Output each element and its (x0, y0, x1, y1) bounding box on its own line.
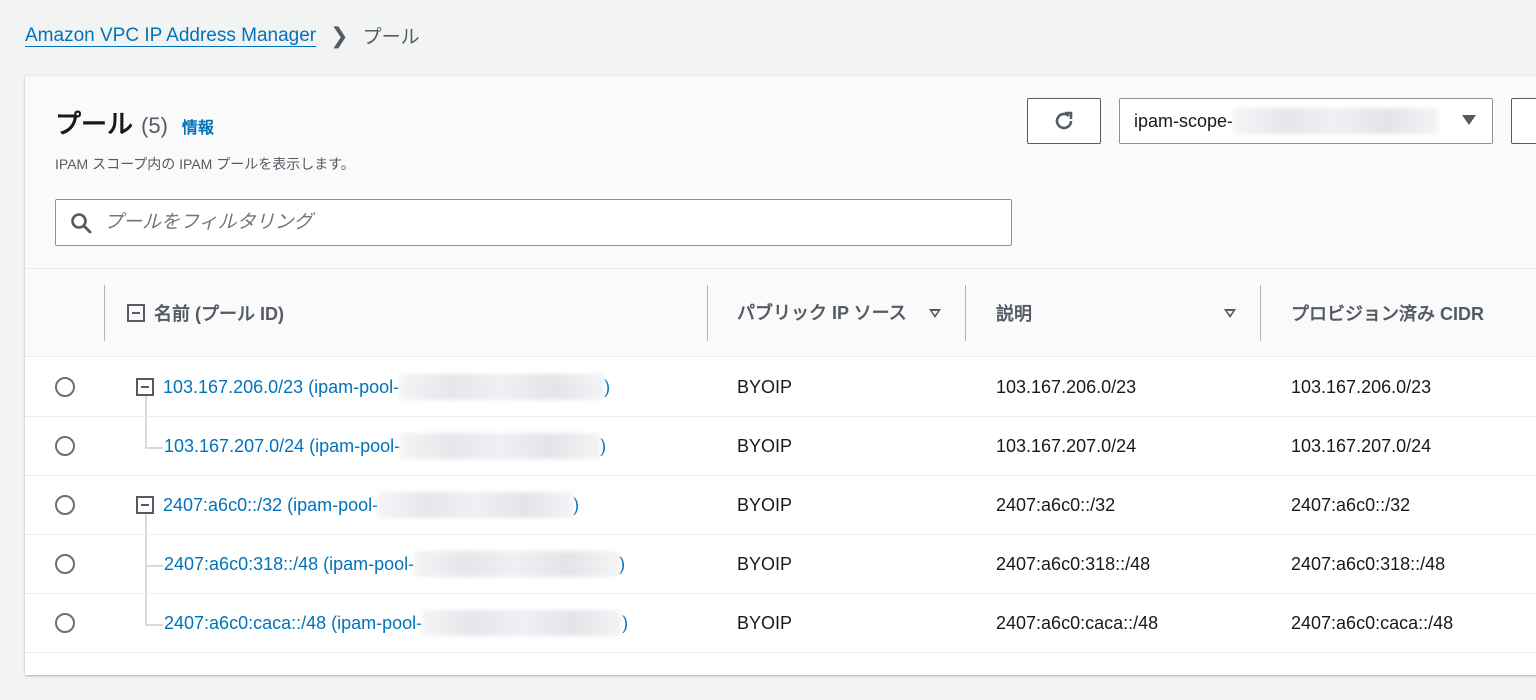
row-radio[interactable] (55, 436, 75, 456)
public-ip-source: BYOIP (737, 612, 793, 633)
sort-icon[interactable] (929, 309, 941, 318)
caret-down-icon (1462, 115, 1476, 125)
scope-value: ipam-scope- (1134, 110, 1234, 131)
collapse-all-icon[interactable] (127, 304, 145, 322)
public-ip-source: BYOIP (737, 494, 793, 515)
refresh-icon (1055, 111, 1073, 130)
filter-input-box[interactable] (55, 199, 1012, 246)
description: 2407:a6c0::/32 (996, 494, 1116, 515)
pool-link[interactable]: 103.167.206.0/23 (ipam-pool-) (136, 358, 610, 416)
info-link[interactable]: 情報 (181, 120, 214, 137)
breadcrumb-ipam-link[interactable]: Amazon VPC IP Address Manager (25, 24, 317, 46)
column-description[interactable]: 説明 (996, 304, 1032, 324)
table-row[interactable]: 103.167.206.0/23 (ipam-pool-) BYOIP 103.… (25, 358, 1536, 417)
pool-link[interactable]: 2407:a6c0::/32 (ipam-pool-) (136, 476, 579, 534)
column-public-ip-source[interactable]: パブリック IP ソース (737, 303, 907, 323)
table-row[interactable]: 2407:a6c0::/32 (ipam-pool-) BYOIP 2407:a… (25, 476, 1536, 535)
panel-header: プール (5) 情報 IPAM スコープ内の IPAM プールを表示します。 i… (25, 76, 1536, 269)
pools-panel: プール (5) 情報 IPAM スコープ内の IPAM プールを表示します。 i… (25, 75, 1536, 675)
public-ip-source: BYOIP (737, 376, 793, 397)
column-name[interactable]: 名前 (プール ID) (127, 269, 284, 357)
breadcrumb-current: プール (362, 27, 420, 48)
description: 103.167.207.0/24 (996, 435, 1137, 456)
provisioned-cidr: 103.167.206.0/23 (1291, 376, 1432, 397)
row-radio[interactable] (55, 495, 75, 515)
title-text: プール (55, 109, 134, 139)
description: 2407:a6c0:318::/48 (996, 553, 1151, 574)
provisioned-cidr: 2407:a6c0::/32 (1291, 494, 1411, 515)
redacted-id (414, 551, 620, 577)
collapse-icon[interactable] (136, 496, 154, 514)
provisioned-cidr: 2407:a6c0:caca::/48 (1291, 612, 1454, 633)
table-row[interactable]: 103.167.207.0/24 (ipam-pool-) BYOIP 103.… (25, 417, 1536, 476)
redacted-id (378, 492, 574, 518)
pool-link[interactable]: 103.167.207.0/24 (ipam-pool-) (164, 417, 606, 475)
redacted-id (400, 433, 601, 459)
page-description: IPAM スコープ内の IPAM プールを表示します。 (55, 156, 355, 172)
pool-link[interactable]: 2407:a6c0:318::/48 (ipam-pool-) (164, 535, 625, 593)
table-header: 名前 (プール ID) パブリック IP ソース 説明 プロビジョン済み CID… (25, 269, 1536, 357)
scope-select[interactable]: ipam-scope- (1119, 98, 1493, 144)
table-row[interactable]: 2407:a6c0:318::/48 (ipam-pool-) BYOIP 24… (25, 535, 1536, 594)
collapse-icon[interactable] (136, 378, 154, 396)
provisioned-cidr: 103.167.207.0/24 (1291, 435, 1432, 456)
row-radio[interactable] (55, 554, 75, 574)
sort-icon[interactable] (1224, 309, 1236, 318)
chevron-right-icon: ❯ (330, 22, 349, 48)
description: 2407:a6c0:caca::/48 (996, 612, 1159, 633)
filter-input[interactable] (104, 211, 904, 234)
actions-button[interactable] (1511, 98, 1536, 144)
public-ip-source: BYOIP (737, 435, 793, 456)
provisioned-cidr: 2407:a6c0:318::/48 (1291, 553, 1446, 574)
page-title: プール (5) 情報 (55, 104, 214, 141)
table-row[interactable]: 2407:a6c0:caca::/48 (ipam-pool-) BYOIP 2… (25, 594, 1536, 653)
breadcrumb: Amazon VPC IP Address Manager ❯ プール (25, 22, 420, 49)
column-provisioned-cidr[interactable]: プロビジョン済み CIDR (1291, 304, 1484, 324)
redacted-scope-id (1233, 108, 1439, 134)
pool-link[interactable]: 2407:a6c0:caca::/48 (ipam-pool-) (164, 594, 628, 652)
public-ip-source: BYOIP (737, 553, 793, 574)
redacted-id (399, 374, 605, 400)
row-radio[interactable] (55, 377, 75, 397)
pool-count: (5) (141, 113, 168, 138)
refresh-button[interactable] (1027, 98, 1101, 144)
search-icon (71, 212, 92, 233)
redacted-id (422, 610, 623, 636)
row-radio[interactable] (55, 613, 75, 633)
description: 103.167.206.0/23 (996, 376, 1137, 397)
